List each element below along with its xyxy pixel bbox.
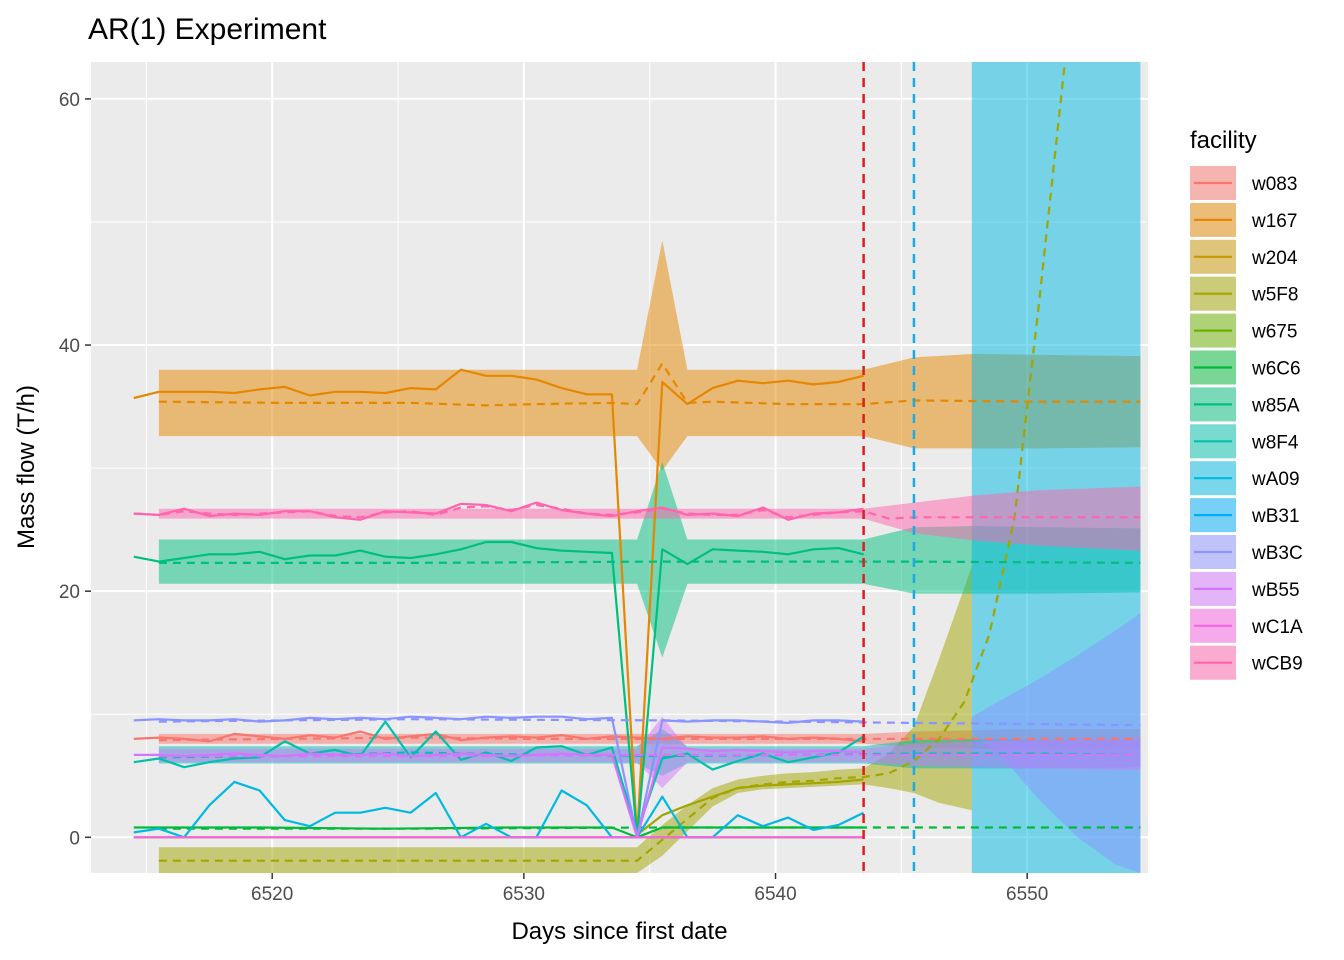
axes: 6520 6530 6540 6550 0 20 40 60 — [59, 90, 1048, 905]
line-observed-w083 — [133, 730, 864, 743]
legend-label-wcb9: wCB9 — [1251, 654, 1303, 675]
y-tick-label-0: 0 — [69, 828, 80, 849]
line-observed-wa09 — [133, 780, 865, 839]
legend-label-wa09: wA09 — [1251, 469, 1300, 490]
legend: facility w083 w167 w204 w5F8 w675 w6C6 w85A w8F… — [1190, 127, 1303, 680]
line-fitted-wb55 — [158, 753, 1141, 758]
confidence-bands — [158, 62, 1141, 873]
series-lines — [133, 62, 1141, 862]
legend-label-wb31: wB31 — [1251, 506, 1300, 527]
x-tick-label-2: 6540 — [754, 884, 796, 905]
legend-label-wb55: wB55 — [1251, 580, 1300, 601]
y-tick-label-1: 20 — [59, 582, 80, 603]
legend-label-w204: w204 — [1251, 248, 1298, 269]
legend-label-w8f4: w8F4 — [1251, 432, 1299, 453]
line-observed-w167 — [133, 368, 864, 839]
legend-label-wc1a: wC1A — [1251, 617, 1303, 638]
band-w85a — [158, 462, 1141, 658]
x-tick-label-0: 6520 — [251, 884, 293, 905]
band-wb55 — [158, 716, 1141, 789]
legend-label-w675: w675 — [1251, 322, 1297, 343]
band-wcb9 — [158, 486, 1141, 551]
band-w167 — [158, 240, 1141, 471]
legend-label-w5f8: w5F8 — [1251, 285, 1298, 306]
legend-label-w167: w167 — [1251, 211, 1297, 232]
line-fitted-w6c6 — [158, 826, 1141, 830]
line-fitted-wb3c — [158, 718, 1141, 727]
legend-label-w6c6: w6C6 — [1251, 359, 1301, 380]
y-tick-label-3: 60 — [59, 90, 80, 111]
y-tick-label-2: 40 — [59, 336, 80, 357]
legend-label-w85a: w85A — [1251, 395, 1300, 416]
plot-area — [133, 62, 1141, 873]
line-observed-w85a — [133, 540, 864, 839]
forecast-markers — [862, 62, 916, 873]
line-fitted-w5f8 — [158, 62, 1066, 862]
x-tick-label-1: 6530 — [503, 884, 545, 905]
legend-title: facility — [1190, 127, 1257, 154]
line-observed-wb3c — [133, 715, 864, 839]
legend-label-w083: w083 — [1251, 174, 1297, 195]
chart-title: AR(1) Experiment — [88, 13, 327, 46]
y-axis-title: Mass flow (T/h) — [13, 385, 40, 549]
line-fitted-w85a — [158, 560, 1141, 565]
x-axis-title: Days since first date — [511, 918, 727, 945]
x-tick-label-3: 6550 — [1006, 884, 1048, 905]
legend-label-wb3c: wB3C — [1251, 543, 1303, 564]
